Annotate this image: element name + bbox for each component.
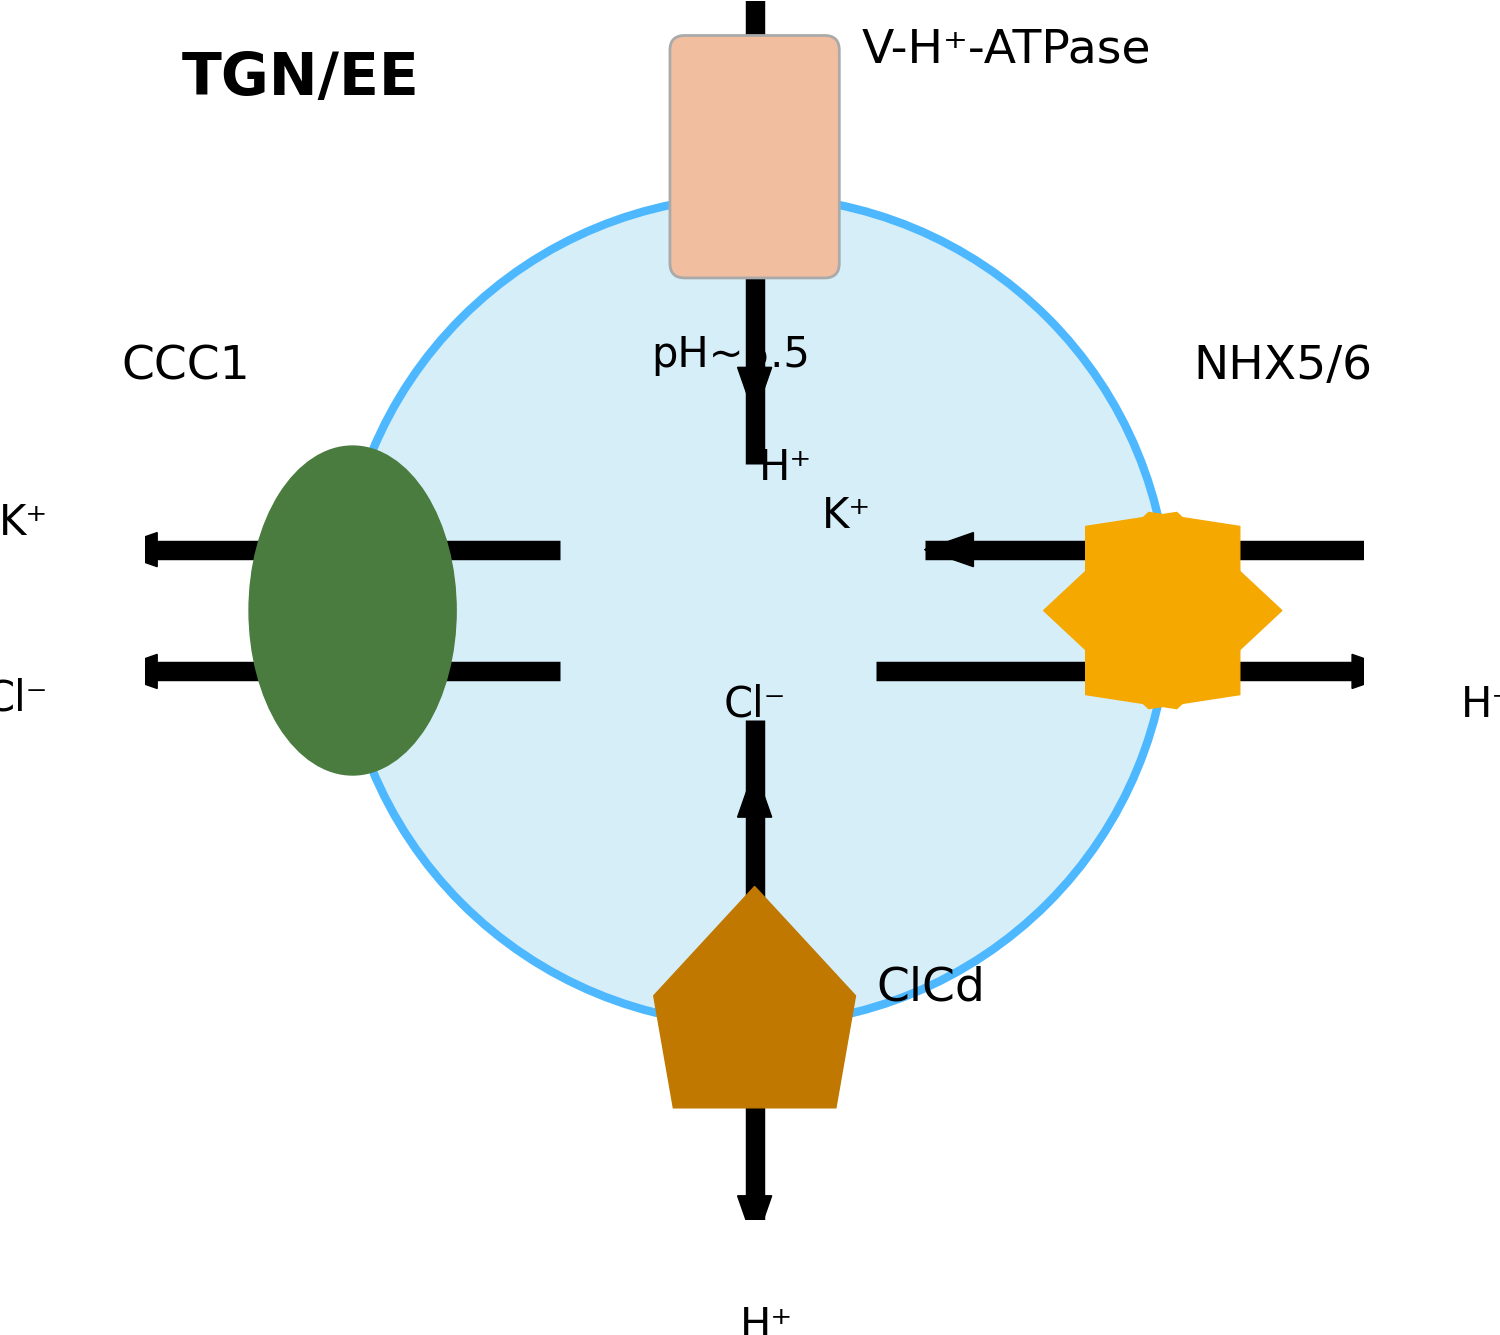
FancyArrow shape — [738, 769, 771, 817]
Text: Cl⁻: Cl⁻ — [723, 684, 786, 726]
FancyArrow shape — [1352, 654, 1401, 689]
FancyArrow shape — [738, 367, 771, 417]
Text: TGN/EE: TGN/EE — [182, 51, 420, 107]
Text: K⁺: K⁺ — [822, 495, 872, 538]
Text: CCC1: CCC1 — [122, 344, 250, 390]
FancyArrow shape — [738, 1196, 771, 1244]
Ellipse shape — [249, 446, 456, 776]
Polygon shape — [654, 886, 855, 1108]
Circle shape — [340, 196, 1168, 1025]
Text: pH~5.5: pH~5.5 — [651, 334, 810, 375]
FancyBboxPatch shape — [670, 36, 840, 278]
Text: K⁺: K⁺ — [0, 502, 48, 543]
FancyArrow shape — [108, 533, 158, 566]
Polygon shape — [1044, 513, 1240, 709]
Text: ClCd: ClCd — [876, 965, 986, 1011]
Text: H⁺: H⁺ — [759, 447, 812, 489]
Text: V-H⁺-ATPase: V-H⁺-ATPase — [861, 28, 1150, 72]
FancyArrow shape — [924, 533, 974, 566]
Text: Cl⁻: Cl⁻ — [0, 678, 48, 720]
Text: NHX5/6: NHX5/6 — [1192, 344, 1372, 390]
Text: H⁺: H⁺ — [740, 1304, 794, 1335]
Text: H⁺: H⁺ — [1461, 684, 1500, 726]
Polygon shape — [1086, 513, 1282, 709]
FancyArrow shape — [108, 654, 158, 689]
